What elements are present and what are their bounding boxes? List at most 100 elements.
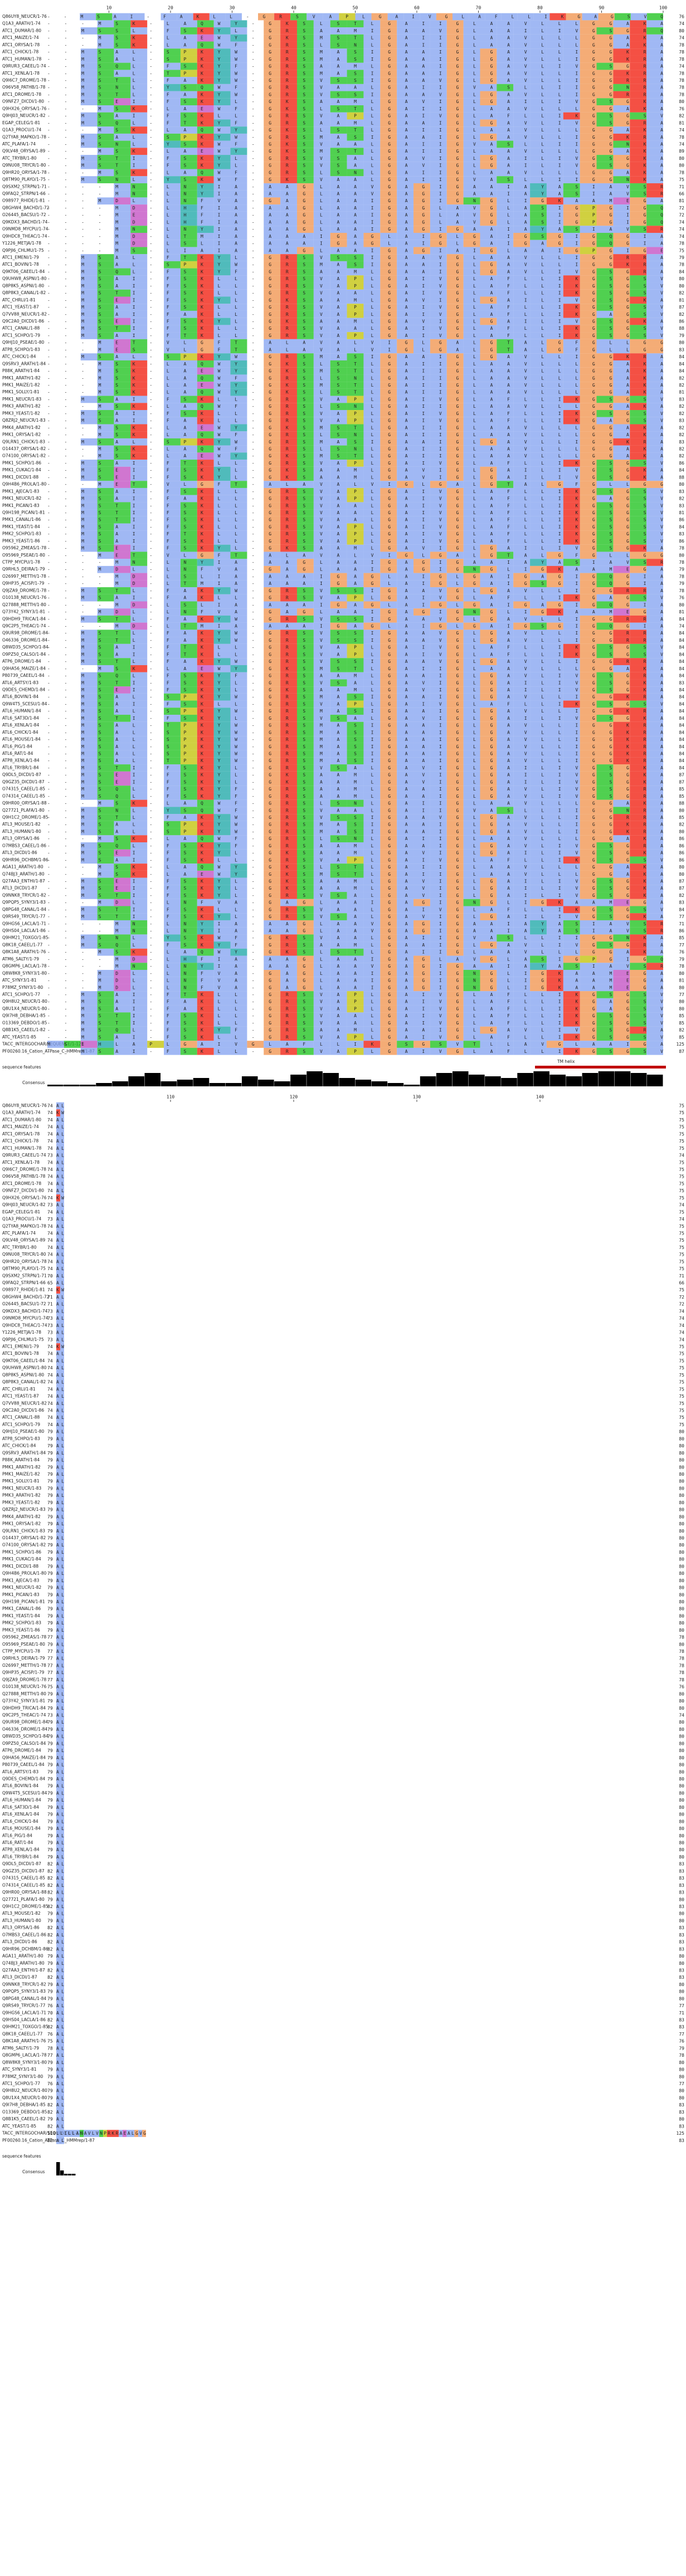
residue-cell [464, 672, 480, 680]
residue-cell [464, 155, 480, 162]
residue-cell [231, 311, 247, 318]
residue-cell [197, 977, 214, 984]
residue-cell [181, 42, 197, 49]
residue-cell [447, 863, 464, 871]
residue-cell [530, 431, 547, 438]
end-position: 76 [679, 106, 684, 111]
residue-cell [480, 694, 497, 701]
residue-cell [214, 488, 231, 495]
residue-cell [447, 708, 464, 715]
sequence-name: ATL6_SAT3D/1-84 [2, 715, 39, 720]
residue-cell [231, 616, 247, 623]
residue-cell [231, 828, 247, 836]
residue-cell [480, 176, 497, 183]
residue-cell [181, 878, 197, 885]
residue-cell [464, 580, 480, 587]
residue-cell [214, 863, 231, 871]
residue-cell [530, 481, 547, 488]
residue-cell [430, 155, 447, 162]
residue-cell [513, 332, 530, 339]
residue-cell [264, 48, 280, 56]
residue-cell [497, 984, 513, 991]
residue-cell [447, 559, 464, 566]
residue-cell [497, 212, 513, 219]
residue-cell [464, 779, 480, 786]
residue-cell [497, 282, 513, 290]
residue-cell [513, 686, 530, 694]
residue-cell [497, 446, 513, 453]
residue-cell [214, 424, 231, 431]
residue-cell [530, 608, 547, 616]
residue-cell [447, 630, 464, 637]
residue-cell [280, 119, 297, 126]
residue-cell [480, 871, 497, 878]
residue-cell [436, 13, 453, 21]
residue-cell [513, 42, 530, 49]
residue-cell [497, 920, 513, 928]
residue-cell [181, 204, 197, 212]
residue-cell [214, 403, 231, 410]
residue-cell [181, 254, 197, 261]
residue-cell [480, 162, 497, 169]
residue-cell [197, 701, 214, 708]
residue-cell [513, 368, 530, 375]
residue-cell [530, 275, 547, 282]
residue-cell [480, 750, 497, 758]
residue-cell [464, 928, 480, 935]
residue-cell [280, 538, 297, 545]
residue-cell [280, 368, 297, 375]
residue-cell [480, 332, 497, 339]
residue-cell [480, 431, 497, 438]
residue-cell [464, 438, 480, 446]
residue-cell [280, 141, 297, 148]
residue-cell [497, 56, 513, 63]
residue-cell [280, 332, 297, 339]
residue-cell [464, 899, 480, 906]
residue-cell [513, 374, 530, 382]
residue-cell [214, 623, 231, 630]
residue-cell [430, 920, 447, 928]
residue-cell [264, 552, 280, 559]
residue-cell [280, 389, 297, 396]
residue-cell [264, 382, 280, 389]
residue-cell [464, 502, 480, 509]
residue-cell [430, 644, 447, 651]
residue-cell [214, 842, 231, 850]
residue-cell [231, 800, 247, 807]
residue-cell [264, 885, 280, 892]
residue-cell [530, 219, 547, 226]
residue-cell [530, 672, 547, 680]
residue-cell [497, 126, 513, 134]
residue-cell [497, 275, 513, 282]
residue-cell [447, 871, 464, 878]
residue-cell [280, 20, 297, 27]
residue-cell [280, 35, 297, 42]
residue-cell [231, 212, 247, 219]
residue-cell [530, 318, 547, 325]
residue-cell [264, 332, 280, 339]
residue-cell [447, 793, 464, 800]
sequence-name: ATC1_SCHPO/1-77 [2, 992, 40, 997]
residue-cell [480, 311, 497, 318]
residue-cell [231, 389, 247, 396]
residue-cell [430, 126, 447, 134]
residue-cell [181, 906, 197, 913]
residue-cell [264, 63, 280, 70]
residue-cell [513, 941, 530, 949]
residue-cell [480, 644, 497, 651]
residue-cell [430, 368, 447, 375]
residue-cell [264, 389, 280, 396]
residue-cell [480, 98, 497, 105]
residue-cell [447, 835, 464, 842]
residue-cell [264, 672, 280, 680]
residue-cell [447, 530, 464, 538]
residue-cell [264, 899, 280, 906]
residue-cell [513, 275, 530, 282]
residue-cell [181, 949, 197, 956]
residue-cell [197, 77, 214, 84]
residue-cell [231, 460, 247, 467]
residue-cell [197, 339, 214, 347]
residue-cell [480, 382, 497, 389]
residue-cell [280, 941, 297, 949]
residue-cell [530, 814, 547, 821]
